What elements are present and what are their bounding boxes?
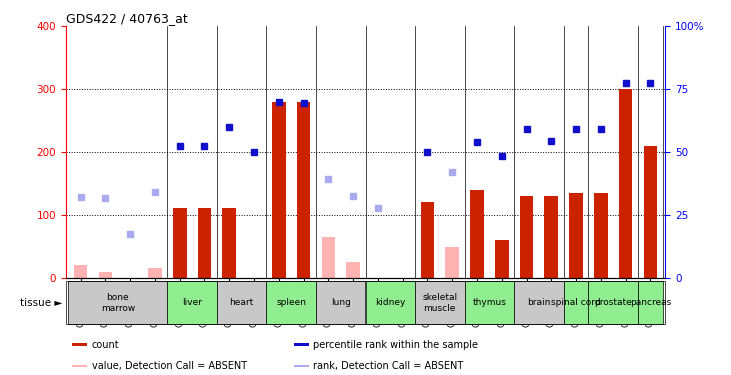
Text: spleen: spleen: [276, 298, 306, 307]
Bar: [594, 193, 607, 278]
Bar: [638, 281, 663, 324]
Bar: [99, 273, 113, 278]
Bar: [564, 281, 588, 324]
Bar: [316, 281, 366, 324]
Text: kidney: kidney: [375, 298, 406, 307]
Text: brain: brain: [527, 298, 550, 307]
Text: prostate: prostate: [594, 298, 632, 307]
Text: tissue ►: tissue ►: [20, 298, 62, 308]
Text: value, Detection Call = ABSENT: value, Detection Call = ABSENT: [91, 361, 246, 371]
Bar: [588, 281, 638, 324]
Text: heart: heart: [230, 298, 254, 307]
Bar: [197, 209, 211, 278]
Bar: [545, 196, 558, 278]
Bar: [294, 344, 308, 346]
Text: thymus: thymus: [472, 298, 507, 307]
Bar: [470, 190, 484, 278]
Bar: [297, 102, 311, 278]
Text: spinal cord: spinal cord: [551, 298, 601, 307]
Bar: [643, 146, 657, 278]
Text: rank, Detection Call = ABSENT: rank, Detection Call = ABSENT: [314, 361, 463, 371]
Bar: [294, 365, 308, 367]
Bar: [173, 209, 186, 278]
Bar: [222, 209, 236, 278]
Text: liver: liver: [182, 298, 202, 307]
Bar: [366, 281, 415, 324]
Text: lung: lung: [331, 298, 351, 307]
Bar: [272, 102, 286, 278]
Text: percentile rank within the sample: percentile rank within the sample: [314, 340, 478, 350]
Bar: [445, 248, 459, 278]
Bar: [569, 193, 583, 278]
Bar: [346, 262, 360, 278]
Bar: [415, 281, 465, 324]
Text: skeletal
muscle: skeletal muscle: [423, 293, 458, 312]
Bar: [520, 196, 534, 278]
Text: GDS422 / 40763_at: GDS422 / 40763_at: [66, 12, 188, 25]
Text: count: count: [91, 340, 119, 350]
Bar: [217, 281, 266, 324]
Bar: [514, 281, 564, 324]
Bar: [420, 202, 434, 278]
Bar: [465, 281, 514, 324]
Bar: [74, 265, 88, 278]
Bar: [322, 237, 335, 278]
Bar: [68, 281, 167, 324]
Bar: [266, 281, 316, 324]
Bar: [72, 344, 87, 346]
Bar: [167, 281, 217, 324]
Bar: [72, 365, 87, 367]
Text: bone
marrow: bone marrow: [101, 293, 135, 312]
Bar: [148, 268, 162, 278]
Text: pancreas: pancreas: [629, 298, 671, 307]
Bar: [618, 89, 632, 278]
Bar: [495, 240, 509, 278]
